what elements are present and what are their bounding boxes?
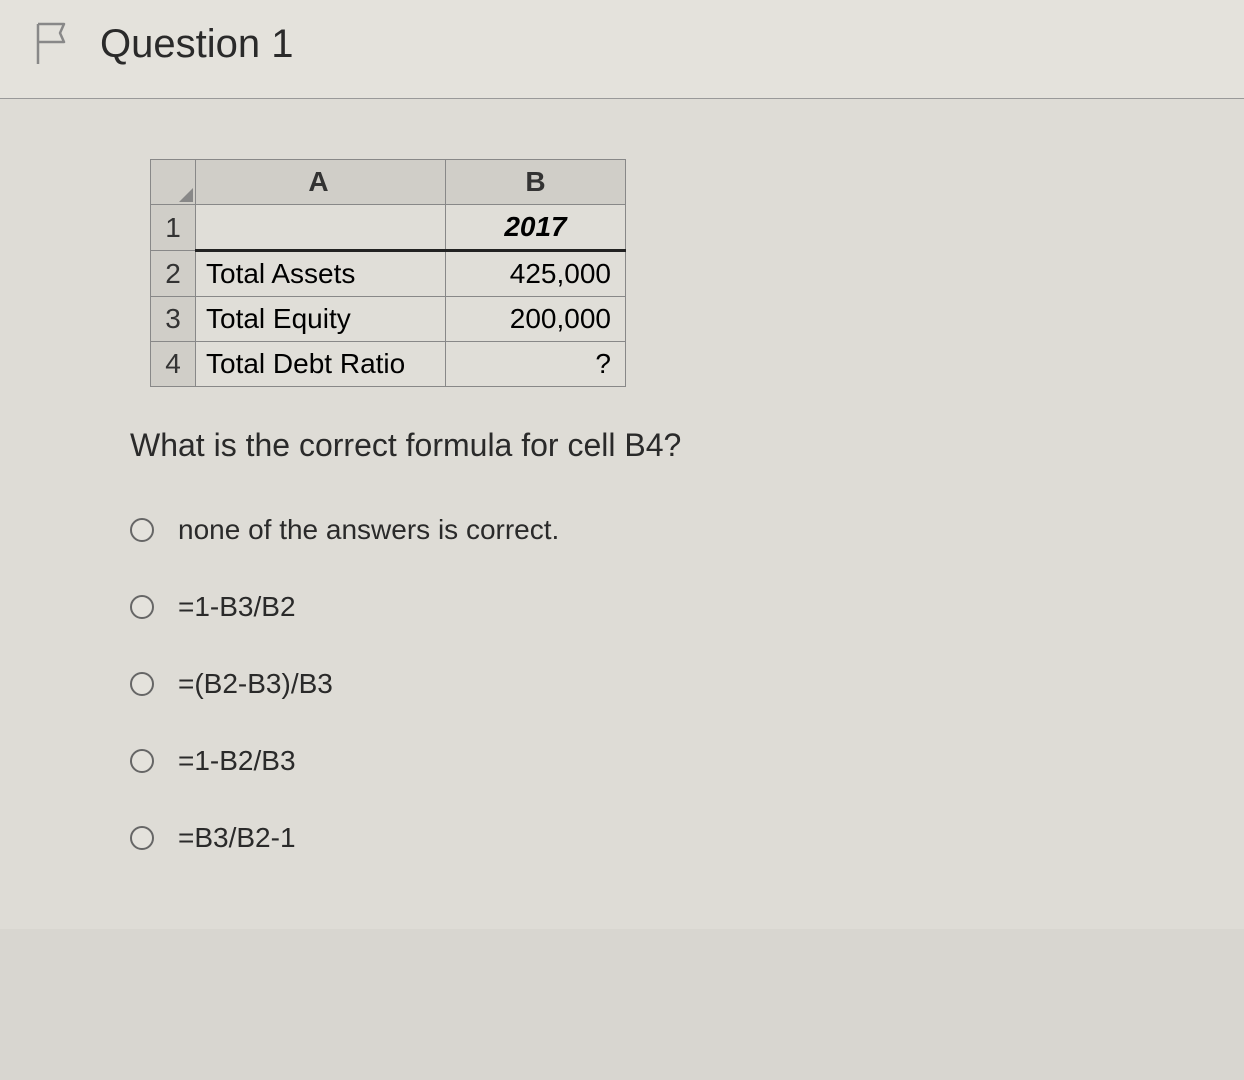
cell-b3[interactable]: 200,000: [446, 297, 626, 342]
col-header-b[interactable]: B: [446, 160, 626, 205]
corner-cell[interactable]: [151, 160, 196, 205]
row-header-1[interactable]: 1: [151, 205, 196, 251]
question-container: Question 1 A B 1 2017 2 Total Assets 425…: [0, 0, 1244, 929]
cell-a2[interactable]: Total Assets: [196, 251, 446, 297]
radio-button[interactable]: [130, 749, 154, 773]
option-label: =B3/B2-1: [178, 822, 296, 854]
option-label: =1-B2/B3: [178, 745, 296, 777]
spreadsheet-table: A B 1 2017 2 Total Assets 425,000 3 Tota…: [150, 159, 626, 387]
option-row[interactable]: none of the answers is correct.: [130, 514, 1134, 546]
table-row: 1 2017: [151, 205, 626, 251]
cell-a3[interactable]: Total Equity: [196, 297, 446, 342]
question-prompt: What is the correct formula for cell B4?: [130, 427, 1134, 464]
cell-a4[interactable]: Total Debt Ratio: [196, 342, 446, 387]
option-row[interactable]: =B3/B2-1: [130, 822, 1134, 854]
cell-b1[interactable]: 2017: [446, 205, 626, 251]
option-row[interactable]: =(B2-B3)/B3: [130, 668, 1134, 700]
flag-icon[interactable]: [30, 20, 70, 68]
question-title: Question 1: [100, 22, 293, 67]
radio-button[interactable]: [130, 518, 154, 542]
cell-a1[interactable]: [196, 205, 446, 251]
row-header-3[interactable]: 3: [151, 297, 196, 342]
table-row: 4 Total Debt Ratio ?: [151, 342, 626, 387]
cell-b2[interactable]: 425,000: [446, 251, 626, 297]
radio-button[interactable]: [130, 672, 154, 696]
row-header-4[interactable]: 4: [151, 342, 196, 387]
radio-button[interactable]: [130, 595, 154, 619]
option-label: =(B2-B3)/B3: [178, 668, 333, 700]
question-header: Question 1: [0, 0, 1244, 99]
option-row[interactable]: =1-B2/B3: [130, 745, 1134, 777]
option-label: =1-B3/B2: [178, 591, 296, 623]
option-label: none of the answers is correct.: [178, 514, 559, 546]
table-header-row: A B: [151, 160, 626, 205]
options-list: none of the answers is correct. =1-B3/B2…: [130, 514, 1134, 854]
row-header-2[interactable]: 2: [151, 251, 196, 297]
col-header-a[interactable]: A: [196, 160, 446, 205]
content-area: A B 1 2017 2 Total Assets 425,000 3 Tota…: [0, 99, 1244, 929]
option-row[interactable]: =1-B3/B2: [130, 591, 1134, 623]
cell-b4[interactable]: ?: [446, 342, 626, 387]
table-row: 2 Total Assets 425,000: [151, 251, 626, 297]
radio-button[interactable]: [130, 826, 154, 850]
table-row: 3 Total Equity 200,000: [151, 297, 626, 342]
